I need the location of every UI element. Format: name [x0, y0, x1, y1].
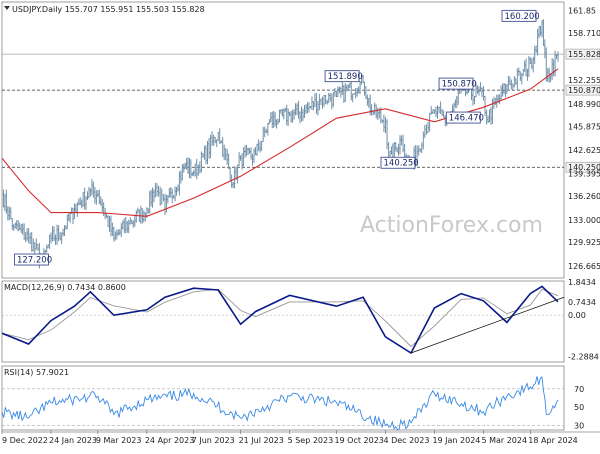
annotation-box — [324, 70, 360, 83]
annotation-label: 150.870 — [442, 80, 477, 90]
price-axis-label: 152.255 — [568, 76, 600, 85]
price-axis-tag — [565, 161, 600, 173]
time-axis-label: 19 Jan 2024 — [432, 436, 480, 445]
price-annotation-150-870: 150.870 — [438, 77, 477, 90]
time-axis-label: 4 Dec 2023 — [383, 436, 429, 445]
pane-frame-main — [1, 1, 565, 279]
annotation-label: 160.200 — [505, 12, 540, 22]
time-axis-label: 24 Jan 2023 — [49, 436, 97, 445]
price-axis-tag — [565, 84, 600, 96]
price-pane: ActionForex.com 160.200 151.890 150.870 146.… — [1, 5, 600, 271]
price-axis-label: 161.85 — [568, 6, 596, 15]
rsi-pane-header: RSI(14) 57.9021 — [4, 368, 69, 377]
time-axis-label: 5 Sep 2023 — [288, 436, 334, 445]
price-axis-label: 155.828 — [568, 50, 600, 59]
annotation-label: 140.250 — [384, 159, 419, 169]
annotation-box — [14, 253, 49, 266]
rsi-axis-label: 50 — [574, 403, 584, 412]
time-axis-label: 9 Mar 2023 — [96, 436, 142, 445]
price-axis-label: 158.710 — [568, 29, 600, 38]
rsi-pane: RSI(14) 57.9021 70 50 30 — [1, 368, 584, 430]
time-axis-label: 5 Mar 2024 — [481, 436, 527, 445]
rsi-line — [1, 376, 559, 430]
moving-average-line — [1, 68, 559, 217]
macd-pane: MACD(12,26,9) 0.7434 0.8600 1.8434 0.7434 0… — [1, 278, 599, 361]
time-axis-label: 24 Apr 2023 — [145, 436, 194, 445]
annotation-box — [380, 156, 416, 169]
chart-panes: ActionForex.com 160.200 151.890 150.870 146.… — [1, 1, 600, 445]
watermark-text: ActionForex.com — [360, 213, 543, 238]
time-axis-label: 19 Oct 2023 — [334, 436, 383, 445]
price-annotation-151-890: 151.890 — [324, 70, 363, 83]
annotation-box — [445, 111, 481, 124]
price-annotation-127-200: 127.200 — [14, 253, 52, 266]
macd-axis-label: 0.7434 — [568, 298, 596, 307]
price-axis-label: 145.875 — [568, 122, 600, 131]
macd-pane-header: MACD(12,26,9) 0.7434 0.8600 — [4, 283, 126, 292]
annotation-label: 151.890 — [328, 72, 363, 82]
collapse-triangle-icon — [4, 6, 10, 10]
price-axis-label: 150.870 — [568, 86, 600, 95]
price-axis-label: 129.925 — [568, 238, 600, 247]
annotation-box — [501, 9, 537, 22]
price-axis-label: 133.000 — [568, 216, 600, 225]
time-axis-label: 9 Dec 2022 — [2, 436, 48, 445]
macd-line — [1, 285, 559, 355]
price-annotation-146-470: 146.470 — [445, 111, 484, 124]
pane-frame-macd — [1, 280, 565, 363]
price-axis-label: 126.665 — [568, 262, 600, 271]
time-axis-label: 21 Jul 2023 — [239, 436, 284, 445]
time-axis-label: 7 Jun 2023 — [192, 436, 235, 445]
annotation-label: 146.470 — [449, 114, 484, 124]
rsi-axis-label: 70 — [574, 385, 584, 394]
macd-axis-label: -2.2884 — [568, 352, 599, 361]
price-axis-label: 140.250 — [568, 163, 600, 172]
price-axis-label: 136.260 — [568, 192, 600, 201]
price-axis-label: 148.990 — [568, 100, 600, 109]
price-axis-label: 139.395 — [568, 169, 600, 178]
macd-axis-label: 0.00 — [568, 311, 586, 320]
annotation-label: 127.200 — [17, 256, 52, 266]
price-axis-tag — [565, 48, 600, 60]
macd-signal-line — [1, 288, 559, 348]
rsi-axis-label: 30 — [574, 421, 584, 430]
price-bars — [2, 19, 560, 269]
time-axis-label: 18 Apr 2024 — [528, 436, 577, 445]
price-axis-label: 142.625 — [568, 146, 600, 155]
pane-frame-rsi — [1, 365, 565, 431]
annotation-box — [438, 77, 474, 90]
macd-trendline — [410, 296, 565, 354]
price-annotation-140-250: 140.250 — [380, 156, 419, 169]
macd-axis-label: 1.8434 — [568, 278, 596, 287]
price-pane-header: USDJPY.Daily 155.707 155.951 155.503 155… — [12, 5, 205, 14]
price-annotation-160-200: 160.200 — [501, 9, 540, 22]
